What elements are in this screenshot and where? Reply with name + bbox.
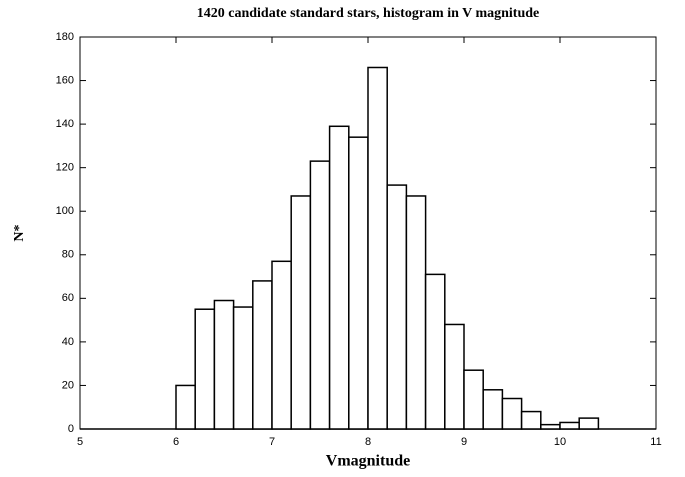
bar: [348, 136, 369, 430]
chart-title: 1420 candidate standard stars, histogram…: [197, 6, 540, 21]
x-tick-label: 11: [650, 436, 661, 448]
bar: [309, 160, 331, 430]
bar: [213, 299, 235, 430]
x-tick-label: 7: [269, 436, 275, 448]
x-tick-label: 8: [365, 436, 371, 448]
bar: [405, 195, 427, 430]
y-tick-label: 20: [62, 379, 74, 391]
x-axis-label: Vmagnitude: [326, 453, 410, 470]
bar: [540, 423, 561, 430]
y-tick-label: 0: [68, 423, 74, 435]
y-tick-label: 160: [56, 74, 74, 86]
y-tick-label: 100: [56, 205, 74, 217]
y-tick-label: 60: [62, 292, 74, 304]
x-tick-label: 6: [173, 436, 179, 448]
bar: [482, 389, 504, 430]
x-tick-label: 5: [77, 436, 83, 448]
y-tick-label: 40: [62, 336, 74, 348]
y-tick-label: 80: [62, 249, 74, 261]
y-axis-label: N*: [12, 224, 27, 241]
bar: [290, 195, 312, 430]
bar: [271, 260, 292, 430]
bar: [578, 417, 600, 430]
bar: [424, 273, 446, 430]
bar: [520, 410, 542, 430]
y-tick-label: 120: [56, 162, 74, 174]
bar: [501, 397, 523, 430]
bar: [232, 306, 254, 430]
bar: [367, 66, 388, 430]
y-tick-label: 180: [56, 31, 74, 43]
bar: [559, 421, 580, 430]
bar: [252, 280, 273, 430]
x-tick-label: 9: [461, 436, 467, 448]
bar: [175, 384, 196, 430]
x-tick-label: 10: [554, 436, 566, 448]
bar: [444, 323, 465, 430]
y-tick-label: 140: [56, 118, 74, 130]
bar: [328, 125, 350, 430]
bar: [463, 369, 484, 430]
bar: [386, 184, 408, 430]
bar: [194, 308, 216, 430]
